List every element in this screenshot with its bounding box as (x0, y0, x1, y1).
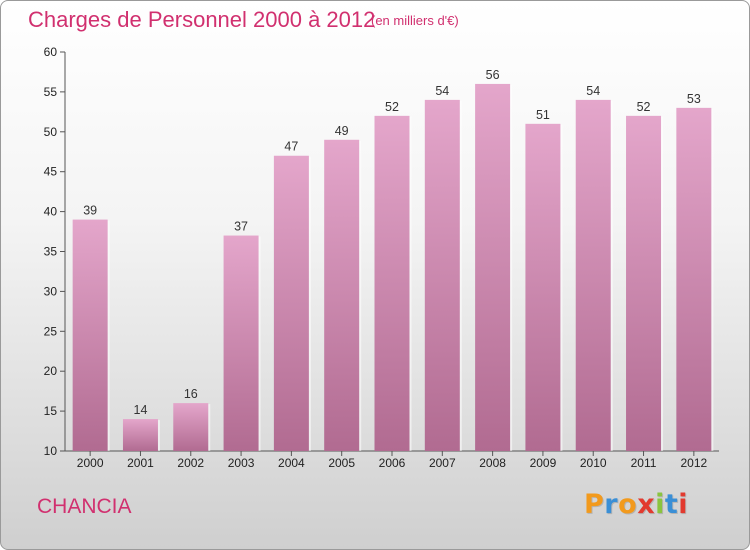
y-tick-label: 40 (44, 205, 58, 219)
x-tick-label: 2006 (379, 456, 406, 470)
bar-value-label: 54 (586, 84, 600, 98)
x-tick-label: 2009 (530, 456, 557, 470)
bar (223, 235, 259, 451)
x-tick-label: 2010 (580, 456, 607, 470)
x-tick-label: 2003 (228, 456, 255, 470)
x-tick-label: 2011 (631, 456, 657, 470)
x-tick-label: 2001 (127, 456, 154, 470)
bar (575, 99, 611, 451)
bar-value-label: 49 (335, 124, 349, 138)
logo-letter: i (678, 489, 689, 520)
x-tick-label: 2002 (177, 456, 204, 470)
chart-title: Charges de Personnel 2000 à 2012 (28, 7, 376, 32)
bar (626, 115, 662, 451)
logo-letter: t (664, 489, 679, 520)
bar-value-label: 39 (83, 204, 97, 218)
bar-value-label: 52 (637, 100, 651, 114)
logo-letter: r (604, 489, 619, 520)
chart-subtitle: (en milliers d'€) (371, 13, 459, 28)
y-tick-label: 10 (44, 444, 58, 458)
x-tick-label: 2007 (429, 456, 456, 470)
y-tick-label: 15 (44, 404, 58, 418)
logo-letter: o (618, 489, 638, 520)
bar-value-label: 56 (486, 68, 500, 82)
y-tick-label: 25 (44, 324, 58, 338)
bar-value-label: 53 (687, 92, 701, 106)
y-tick-label: 45 (44, 165, 58, 179)
bar (324, 139, 360, 451)
y-tick-label: 55 (44, 85, 58, 99)
logo-letter: x (637, 489, 656, 520)
y-tick-label: 30 (44, 284, 58, 298)
y-tick-label: 35 (44, 245, 58, 259)
y-tick-label: 50 (44, 125, 58, 139)
y-tick-label: 20 (44, 364, 58, 378)
logo-letter: i (655, 489, 665, 520)
proxiti-logo: Proxiti (584, 489, 688, 520)
y-tick-label: 60 (44, 45, 58, 59)
x-tick-label: 2005 (328, 456, 355, 470)
x-tick-label: 2012 (680, 456, 707, 470)
commune-name: CHANCIA (37, 495, 132, 518)
bar (676, 107, 712, 452)
x-tick-label: 2004 (278, 456, 305, 470)
bar (273, 155, 309, 452)
bar (122, 419, 158, 451)
bar (374, 115, 410, 451)
logo-letter: P (584, 489, 605, 520)
bar-value-label: 54 (435, 84, 449, 98)
x-tick-label: 2008 (479, 456, 506, 470)
bar-value-label: 47 (284, 140, 298, 154)
bar-value-label: 16 (184, 387, 198, 401)
bar-value-label: 52 (385, 100, 399, 114)
bar (173, 403, 209, 451)
bar-value-label: 14 (134, 403, 148, 417)
bar (72, 219, 108, 451)
bar (475, 83, 511, 452)
bar (424, 99, 460, 451)
bar-value-label: 37 (234, 220, 248, 234)
bar (525, 123, 561, 451)
bar-value-label: 51 (536, 108, 550, 122)
x-tick-label: 2000 (77, 456, 104, 470)
